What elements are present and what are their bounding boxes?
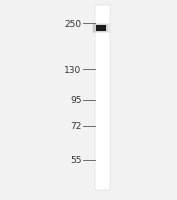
FancyBboxPatch shape — [93, 25, 108, 33]
FancyBboxPatch shape — [95, 6, 110, 190]
Text: 72: 72 — [70, 122, 81, 130]
FancyBboxPatch shape — [92, 24, 110, 34]
Text: 55: 55 — [70, 156, 81, 164]
Text: 130: 130 — [64, 66, 81, 74]
FancyBboxPatch shape — [96, 26, 106, 32]
Text: 95: 95 — [70, 96, 81, 104]
Text: 250: 250 — [64, 20, 81, 28]
